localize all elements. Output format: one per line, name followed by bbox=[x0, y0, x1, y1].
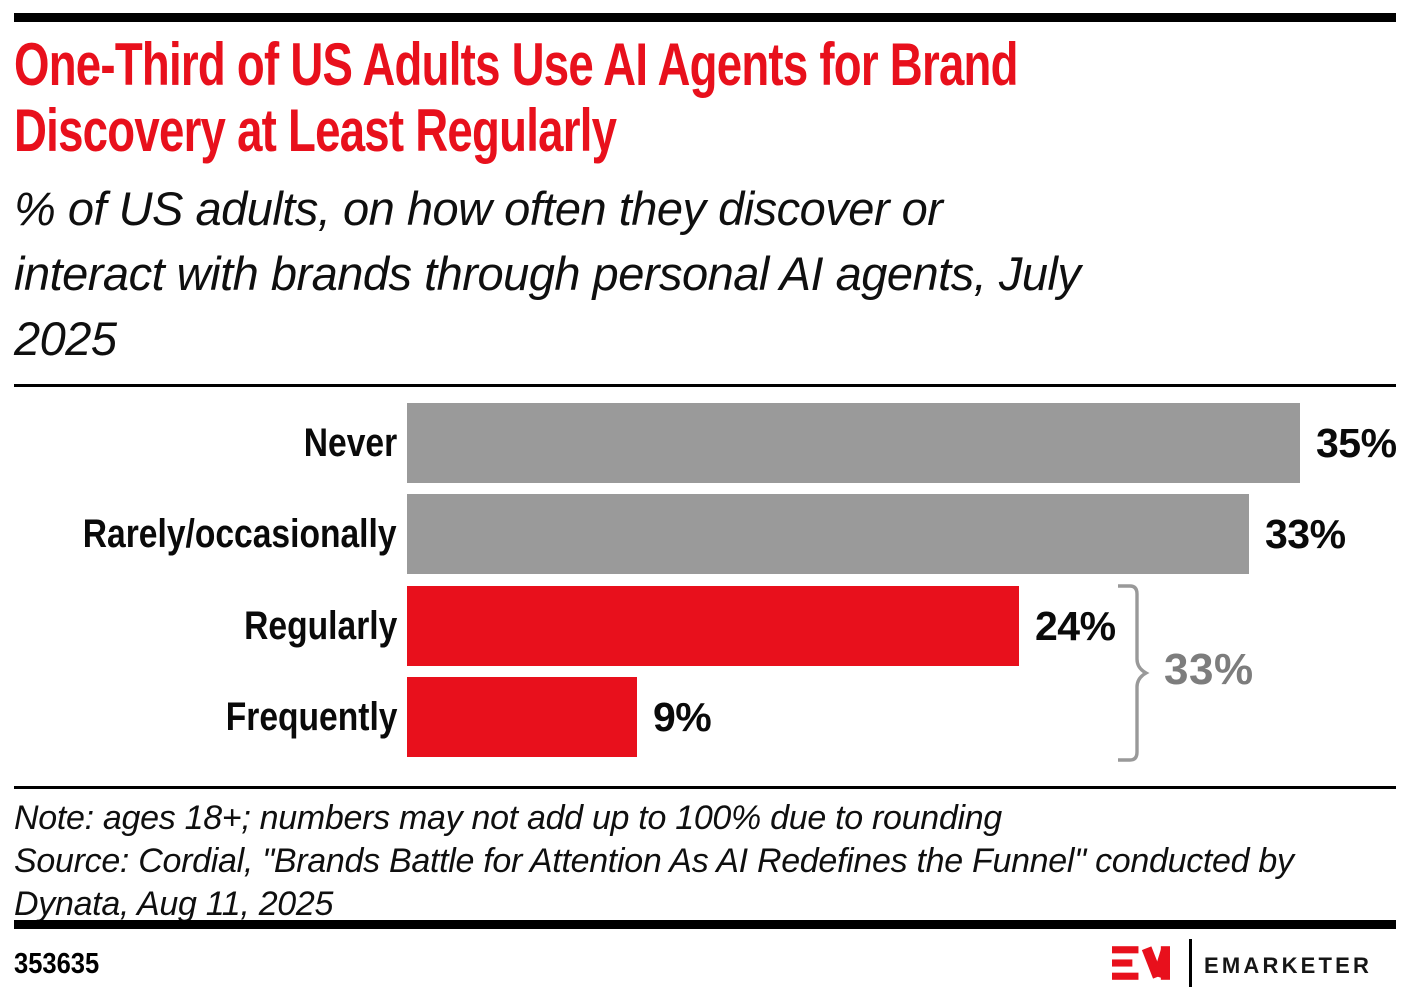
chart-title-line: Discovery at Least Regularly bbox=[14, 97, 617, 164]
category-label: Frequently bbox=[0, 677, 397, 757]
category-label-text: Frequently bbox=[225, 694, 397, 739]
brace-annotation-icon bbox=[1118, 584, 1150, 762]
chart-id: 353635 bbox=[14, 948, 100, 980]
bar bbox=[407, 586, 1019, 666]
chart-subtitle: % of US adults, on how often they discov… bbox=[14, 176, 1410, 371]
chart-title: One-Third of US Adults Use AI Agents for… bbox=[14, 32, 1404, 164]
category-label: Rarely/occasionally bbox=[0, 494, 397, 574]
brace-annotation-label: 33% bbox=[1164, 645, 1254, 694]
bar bbox=[407, 403, 1300, 483]
source-line: Source: Cordial, "Brands Battle for Atte… bbox=[14, 842, 1294, 880]
bar bbox=[407, 677, 637, 757]
value-label: 9% bbox=[653, 693, 712, 740]
chart-title-line: One-Third of US Adults Use AI Agents for… bbox=[14, 31, 1018, 98]
chart-subtitle-line: % of US adults, on how often they discov… bbox=[14, 182, 943, 235]
category-label-text: Never bbox=[303, 420, 397, 465]
category-label-text: Rarely/occasionally bbox=[83, 511, 397, 556]
value-label: 33% bbox=[1265, 510, 1346, 557]
emarketer-monogram-icon bbox=[1112, 946, 1170, 980]
value-label: 24% bbox=[1035, 602, 1116, 649]
category-label: Regularly bbox=[0, 586, 397, 666]
note-line: Note: ages 18+; numbers may not add up t… bbox=[14, 799, 1002, 837]
source-line: Dynata, Aug 11, 2025 bbox=[14, 885, 334, 923]
header-divider-rule bbox=[14, 384, 1396, 387]
bottom-rule bbox=[14, 920, 1396, 929]
chart-subtitle-line: 2025 bbox=[14, 312, 117, 365]
value-label: 35% bbox=[1316, 419, 1397, 466]
category-label: Never bbox=[0, 403, 397, 483]
bar bbox=[407, 494, 1249, 574]
top-rule bbox=[14, 13, 1396, 22]
footnote-divider-rule bbox=[14, 786, 1396, 789]
emarketer-logo-text: EMARKETER bbox=[1204, 953, 1373, 978]
chart-subtitle-line: interact with brands through personal AI… bbox=[14, 247, 1081, 300]
category-label-text: Regularly bbox=[243, 603, 397, 648]
footnote: Note: ages 18+; numbers may not add up t… bbox=[14, 797, 1404, 926]
logo-separator bbox=[1189, 939, 1192, 987]
